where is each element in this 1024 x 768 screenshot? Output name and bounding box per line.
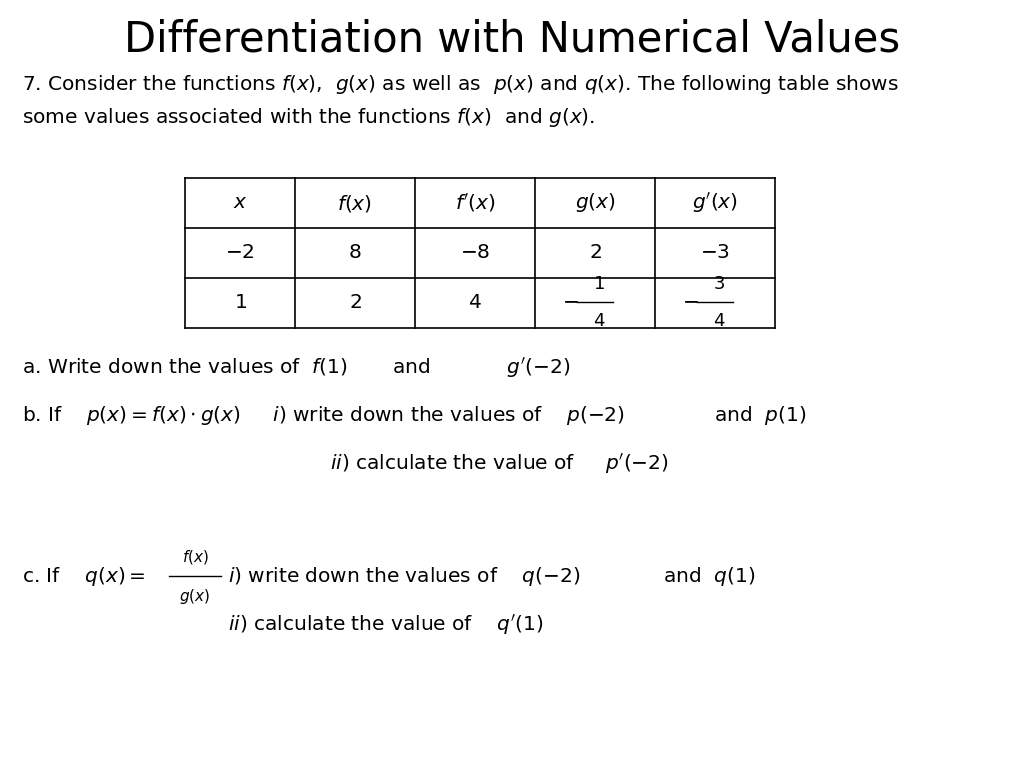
Text: $f(x)$: $f(x)$ xyxy=(181,548,209,565)
Text: $1$: $1$ xyxy=(233,293,247,313)
Text: $x$: $x$ xyxy=(232,194,248,213)
Text: some values associated with the functions $f(x)$  and $g(x)$.: some values associated with the function… xyxy=(22,106,595,129)
Text: $4$: $4$ xyxy=(468,293,482,313)
Text: b. If    $p(x) = f(x) \cdot g(x)$     $i$) write down the values of    $p(-2)$  : b. If $p(x) = f(x) \cdot g(x)$ $i$) writ… xyxy=(22,404,806,427)
Text: $4$: $4$ xyxy=(593,312,605,330)
Text: $-2$: $-2$ xyxy=(225,243,255,263)
Text: $i$) write down the values of    $q(-2)$             and  $q(1)$: $i$) write down the values of $q(-2)$ an… xyxy=(228,565,756,588)
Text: $-3$: $-3$ xyxy=(700,243,730,263)
Text: $3$: $3$ xyxy=(713,275,725,293)
Text: $1$: $1$ xyxy=(593,275,605,293)
Text: $4$: $4$ xyxy=(713,312,725,330)
Text: a. Write down the values of  $f(1)$       and            $g'(-2)$: a. Write down the values of $f(1)$ and $… xyxy=(22,356,570,380)
Text: $g'(x)$: $g'(x)$ xyxy=(692,191,738,215)
Text: $ii$) calculate the value of     $p'(-2)$: $ii$) calculate the value of $p'(-2)$ xyxy=(330,452,669,476)
Text: 7. Consider the functions $f(x)$,  $g(x)$ as well as  $p(x)$ and $q(x)$. The fol: 7. Consider the functions $f(x)$, $g(x)$… xyxy=(22,73,899,96)
Text: $-$: $-$ xyxy=(682,292,698,310)
Text: Differentiation with Numerical Values: Differentiation with Numerical Values xyxy=(124,18,900,60)
Text: $f(x)$: $f(x)$ xyxy=(338,193,373,214)
Text: $2$: $2$ xyxy=(348,293,361,313)
Text: $2$: $2$ xyxy=(589,243,601,263)
Text: $ii$) calculate the value of    $q'(1)$: $ii$) calculate the value of $q'(1)$ xyxy=(228,613,544,637)
Text: $g(x)$: $g(x)$ xyxy=(179,587,211,606)
Text: $f'(x)$: $f'(x)$ xyxy=(455,192,496,214)
Text: $g(x)$: $g(x)$ xyxy=(574,191,615,214)
Text: c. If    $q(x) =$: c. If $q(x) =$ xyxy=(22,565,145,588)
Text: $-$: $-$ xyxy=(561,292,579,310)
Text: $8$: $8$ xyxy=(348,243,361,263)
Text: $-8$: $-8$ xyxy=(460,243,490,263)
